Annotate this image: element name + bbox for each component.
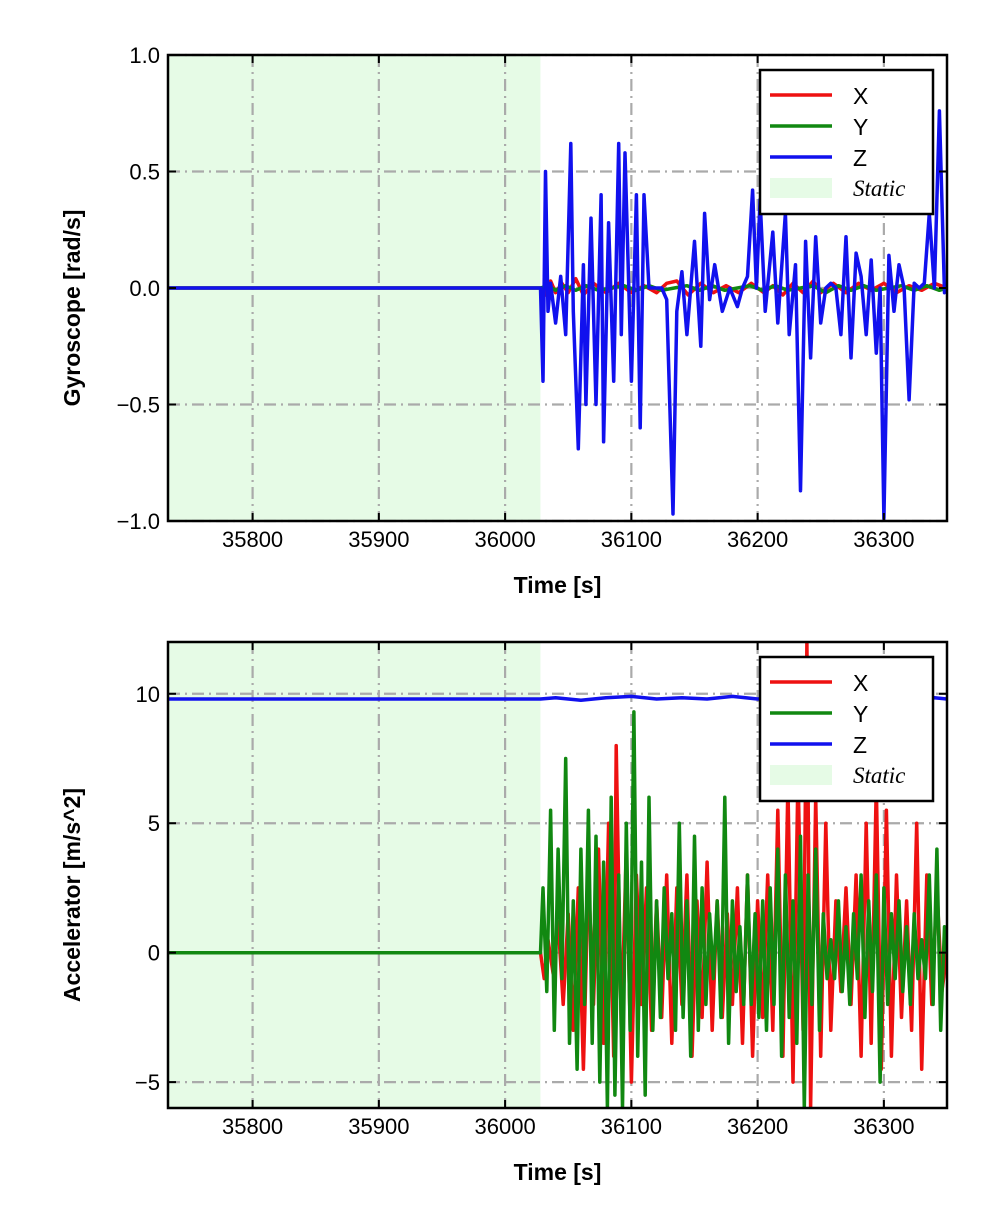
- legend-label-static: Static: [853, 763, 905, 788]
- x-tick-label: 35800: [222, 1114, 283, 1139]
- static-region: [168, 642, 541, 1108]
- gyro-panel: 35800 35900 36000 36100 36200 36300 −1.0 −0.5 0.…: [59, 43, 949, 598]
- legend-label: Y: [853, 114, 868, 140]
- legend-label: Y: [853, 701, 868, 727]
- legend-label: Z: [853, 732, 867, 758]
- x-tick-label: 36100: [601, 527, 662, 552]
- legend: XYZ Static: [758, 655, 935, 803]
- y-tick-label: 10: [136, 682, 160, 707]
- series-line-y: [168, 710, 947, 1108]
- x-tick-label: 35900: [348, 1114, 409, 1139]
- y-tick-label: 0.0: [129, 276, 160, 301]
- y-tick-label: −1.0: [117, 509, 160, 534]
- legend: XYZ Static: [758, 68, 935, 216]
- y-tick-label: 0: [148, 941, 160, 966]
- legend-swatch-static: [770, 178, 832, 198]
- x-tick-label: 36300: [853, 1114, 914, 1139]
- x-axis-label: Time [s]: [514, 1159, 602, 1185]
- legend-label: Z: [853, 145, 867, 171]
- series-group: [168, 109, 947, 521]
- x-tick-label: 35900: [348, 527, 409, 552]
- y-tick-label: −5: [135, 1070, 160, 1095]
- series-line-z: [168, 109, 947, 521]
- accel-panel: 35800 35900 36000 36100 36200 36300 −5 0 5 10 Time…: [59, 640, 949, 1185]
- x-tick-label: 36000: [475, 527, 536, 552]
- legend-label-static: Static: [853, 176, 905, 201]
- x-tick-label: 36000: [475, 1114, 536, 1139]
- axes-frame: [166, 640, 949, 1110]
- y-tick-label: −0.5: [117, 393, 160, 418]
- legend-label: X: [853, 83, 868, 109]
- x-tick-label: 36200: [727, 527, 788, 552]
- legend-swatch-static: [770, 765, 832, 785]
- y-tick-label: 5: [148, 811, 160, 836]
- y-tick-label: 1.0: [129, 43, 160, 68]
- x-tick-label: 36100: [601, 1114, 662, 1139]
- y-axis-label: Accelerator [m/s^2]: [59, 788, 85, 1002]
- legend-label: X: [853, 670, 868, 696]
- x-tick-label: 35800: [222, 527, 283, 552]
- x-axis-label: Time [s]: [514, 572, 602, 598]
- y-axis-label: Gyroscope [rad/s]: [59, 210, 85, 407]
- x-tick-label: 36300: [853, 527, 914, 552]
- x-tick-label: 36200: [727, 1114, 788, 1139]
- y-tick-label: 0.5: [129, 160, 160, 185]
